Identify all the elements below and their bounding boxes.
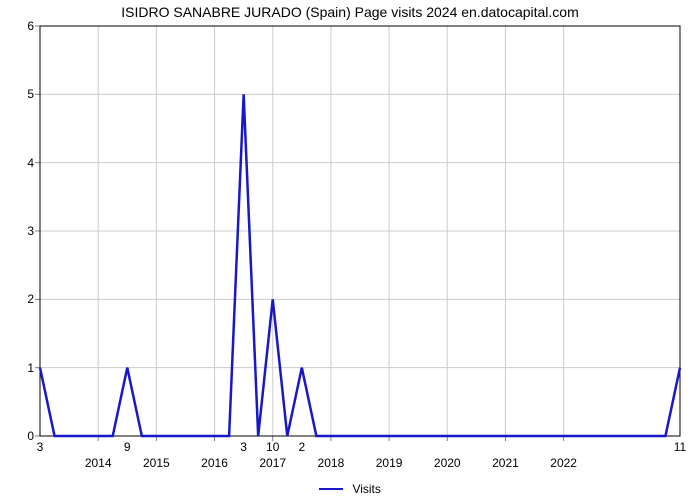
x-tick-label: 2019 <box>376 456 403 470</box>
point-label: 10 <box>266 440 279 454</box>
legend: Visits <box>0 481 700 496</box>
x-tick-label: 2021 <box>492 456 519 470</box>
x-tick-label: 2016 <box>201 456 228 470</box>
y-tick-label: 3 <box>27 224 34 238</box>
x-tick-label: 2022 <box>550 456 577 470</box>
y-tick-label: 2 <box>27 292 34 306</box>
y-tick-label: 5 <box>27 87 34 101</box>
point-label: 3 <box>37 440 44 454</box>
point-label: 3 <box>240 440 247 454</box>
x-tick-label: 2020 <box>434 456 461 470</box>
x-tick-label: 2014 <box>85 456 112 470</box>
point-label: 2 <box>298 440 305 454</box>
chart-svg <box>40 26 680 436</box>
legend-line-icon <box>319 488 343 490</box>
y-tick-label: 6 <box>27 19 34 33</box>
x-tick-label: 2017 <box>259 456 286 470</box>
chart-title: ISIDRO SANABRE JURADO (Spain) Page visit… <box>0 4 700 20</box>
y-tick-label: 1 <box>27 361 34 375</box>
x-tick-label: 2015 <box>143 456 170 470</box>
chart-container: ISIDRO SANABRE JURADO (Spain) Page visit… <box>0 0 700 500</box>
point-label: 11 <box>674 440 686 454</box>
y-tick-label: 4 <box>27 156 34 170</box>
y-tick-label: 0 <box>27 429 34 443</box>
point-label: 9 <box>124 440 131 454</box>
plot-area: 0123456201420152016201720182019202020212… <box>40 26 680 436</box>
legend-label: Visits <box>352 482 380 496</box>
x-tick-label: 2018 <box>318 456 345 470</box>
